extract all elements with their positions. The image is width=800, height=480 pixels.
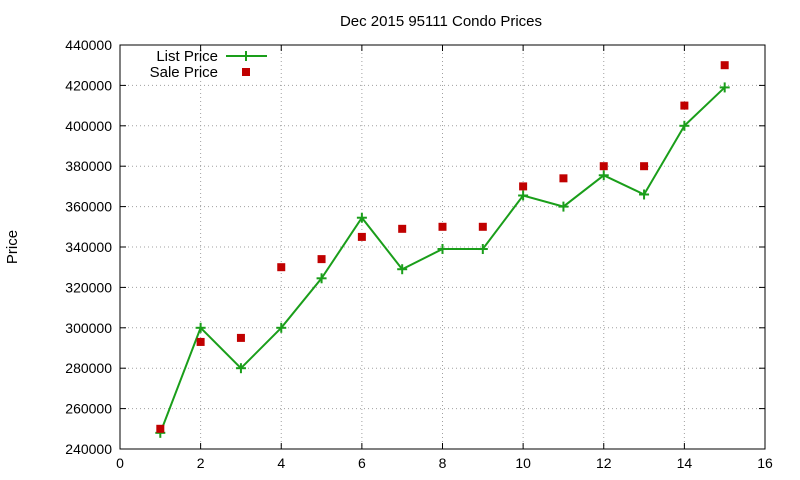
sale-price-point xyxy=(196,337,205,346)
sale-price-series xyxy=(156,61,729,433)
y-tick-label: 280000 xyxy=(65,360,112,376)
x-tick-label: 16 xyxy=(757,455,773,471)
y-tick-label: 440000 xyxy=(65,37,112,53)
grid-lines xyxy=(120,45,765,449)
sale-price-point xyxy=(277,263,286,272)
list-price-point xyxy=(276,322,287,333)
list-price-point xyxy=(195,322,206,333)
legend-marker-square xyxy=(242,68,250,76)
list-price-point xyxy=(437,244,448,255)
x-tick-label: 0 xyxy=(116,455,124,471)
legend-marker-plus xyxy=(241,51,251,61)
sale-price-point xyxy=(680,101,689,110)
sale-price-point xyxy=(478,222,487,231)
x-tick-label: 8 xyxy=(439,455,447,471)
list-price-point xyxy=(639,189,650,200)
legend-label: List Price xyxy=(156,48,218,65)
list-price-point xyxy=(235,363,246,374)
list-price-series xyxy=(155,82,730,438)
x-tick-label: 6 xyxy=(358,455,366,471)
sale-price-point xyxy=(156,424,165,433)
y-tick-label: 300000 xyxy=(65,320,112,336)
plot-frame xyxy=(119,44,766,450)
y-tick-label: 420000 xyxy=(65,77,112,93)
sale-price-point xyxy=(357,232,366,241)
y-tick-label: 380000 xyxy=(65,158,112,174)
list-price-point xyxy=(316,273,327,284)
axis-ticks xyxy=(119,44,766,450)
y-tick-label: 360000 xyxy=(65,199,112,215)
list-price-point xyxy=(518,190,529,201)
tick-labels: 0 2 4 6 8 10 12 14 16 240000 260000 280000 300000 320… xyxy=(65,37,773,471)
x-tick-label: 10 xyxy=(515,455,531,471)
sale-price-point xyxy=(236,333,245,342)
y-tick-label: 400000 xyxy=(65,118,112,134)
list-price-point xyxy=(397,264,408,275)
list-price-point xyxy=(719,82,730,93)
y-tick-label: 320000 xyxy=(65,279,112,295)
legend-label: Sale Price xyxy=(150,64,218,81)
sale-price-point xyxy=(559,174,568,183)
x-tick-label: 4 xyxy=(277,455,285,471)
x-tick-label: 2 xyxy=(197,455,205,471)
sale-price-point xyxy=(640,162,649,171)
list-price-point xyxy=(598,170,609,181)
x-tick-label: 12 xyxy=(596,455,612,471)
sale-price-point xyxy=(519,182,528,191)
sale-price-point xyxy=(398,224,407,233)
list-price-point xyxy=(477,244,488,255)
y-tick-label: 260000 xyxy=(65,401,112,417)
series-layer xyxy=(155,61,730,438)
chart-title: Dec 2015 95111 Condo Prices xyxy=(340,13,542,30)
sale-price-point xyxy=(599,162,608,171)
list-price-point xyxy=(558,201,569,212)
sale-price-point xyxy=(317,255,326,264)
list-price-point xyxy=(679,120,690,131)
sale-price-point xyxy=(438,222,447,231)
x-tick-label: 14 xyxy=(677,455,693,471)
y-tick-label: 240000 xyxy=(65,441,112,457)
y-axis-label: Price xyxy=(4,230,21,264)
sale-price-point xyxy=(720,61,729,70)
y-tick-label: 340000 xyxy=(65,239,112,255)
list-price-point xyxy=(356,212,367,223)
